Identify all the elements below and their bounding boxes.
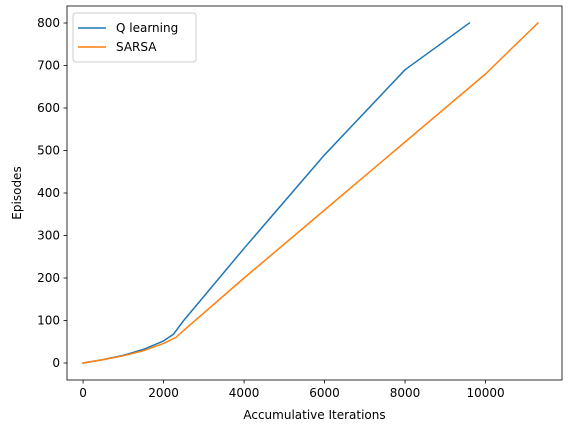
x-tick-label: 2000 <box>148 386 179 400</box>
x-axis-title: Accumulative Iterations <box>243 408 385 422</box>
legend-label-q-learning: Q learning <box>116 21 178 35</box>
y-tick-label: 100 <box>37 314 60 328</box>
y-axis-title: Episodes <box>10 166 24 219</box>
y-tick-label: 700 <box>37 59 60 73</box>
x-tick-label: 4000 <box>229 386 260 400</box>
y-tick-label: 600 <box>37 101 60 115</box>
plot-area <box>82 21 539 364</box>
x-tick-label: 8000 <box>390 386 421 400</box>
y-tick-label: 300 <box>37 229 60 243</box>
legend-label-sarsa: SARSA <box>116 40 157 54</box>
y-tick-label: 500 <box>37 144 60 158</box>
y-tick-label: 200 <box>37 271 60 285</box>
x-tick-label: 0 <box>79 386 87 400</box>
axis-ticks: 0 2000 4000 6000 8000 10000 0 100 200 300 400 500 60… <box>37 16 505 400</box>
y-tick-label: 800 <box>37 16 60 30</box>
x-tick-label: 10000 <box>466 386 504 400</box>
series-line-sarsa <box>82 21 539 364</box>
y-tick-label: 400 <box>37 186 60 200</box>
legend-box <box>72 12 197 63</box>
legend: Q learning SARSA <box>72 12 197 63</box>
y-tick-label: 0 <box>52 356 60 370</box>
x-tick-label: 6000 <box>309 386 340 400</box>
